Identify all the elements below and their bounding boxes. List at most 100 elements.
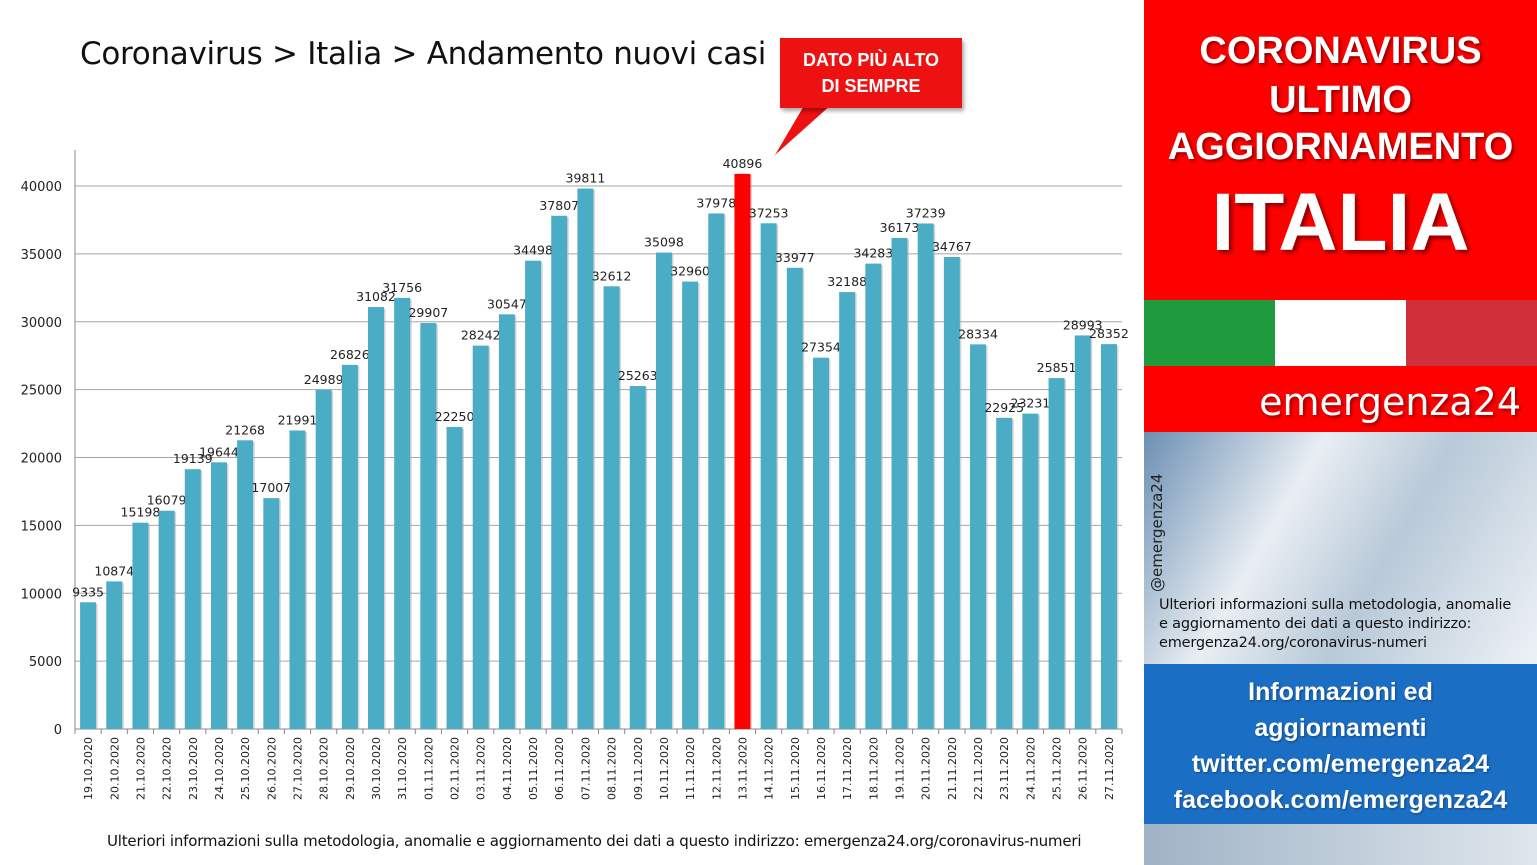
bar [106, 581, 123, 729]
chart-title: Coronavirus > Italia > Andamento nuovi c… [80, 36, 767, 72]
brand-banner: emergenza24 [1144, 366, 1537, 432]
highest-value-callout: DATO PIÙ ALTO DI SEMPRE [780, 38, 962, 108]
bar [368, 307, 385, 729]
bar [551, 215, 568, 730]
x-tick-label: 19.11.2020 [894, 737, 907, 800]
y-tick-label: 30000 [21, 316, 62, 331]
x-tick-label: 13.11.2020 [736, 737, 749, 800]
data-label: 9335 [72, 584, 104, 599]
data-label: 29907 [408, 305, 448, 320]
update-header: CORONAVIRUS ULTIMO AGGIORNAMENTO ITALIA [1144, 0, 1537, 300]
bar [603, 286, 620, 729]
x-tick-label: 20.11.2020 [920, 737, 933, 800]
data-label: 40896 [723, 156, 763, 171]
x-tick-label: 09.11.2020 [632, 737, 645, 800]
x-tick-label: 25.10.2020 [239, 737, 252, 800]
data-label: 37253 [749, 205, 789, 220]
callout-line1: DATO PIÙ ALTO [802, 50, 939, 70]
x-tick-label: 19.10.2020 [82, 737, 95, 800]
x-tick-label: 18.11.2020 [867, 737, 880, 800]
x-tick-label: 11.11.2020 [684, 737, 697, 800]
x-tick-label: 24.10.2020 [213, 737, 226, 800]
data-label: 39811 [566, 171, 606, 186]
bar [132, 522, 149, 729]
data-label: 26826 [330, 347, 370, 362]
panel-methodology-note: Ulteriori informazioni sulla metodologia… [1159, 596, 1529, 653]
x-tick-label: 15.11.2020 [789, 737, 802, 800]
social-handle-text: @emergenza24 [1148, 473, 1166, 592]
x-tick-label: 12.11.2020 [710, 737, 723, 800]
data-label: 30547 [487, 296, 527, 311]
data-label: 32960 [670, 264, 710, 279]
bar [682, 281, 699, 729]
data-label: 19139 [173, 451, 213, 466]
x-tick-label: 31.10.2020 [396, 737, 409, 800]
x-tick-label: 01.11.2020 [422, 737, 435, 800]
callout-line2: DI SEMPRE [821, 76, 921, 96]
bar [865, 263, 882, 729]
bar [498, 314, 515, 729]
data-label: 37807 [539, 198, 579, 213]
data-label: 10874 [94, 563, 134, 578]
data-label: 27354 [801, 340, 841, 355]
x-tick-label: 23.11.2020 [998, 737, 1011, 800]
x-tick-label: 14.11.2020 [763, 737, 776, 800]
flag-red-stripe [1406, 300, 1537, 366]
data-label: 17007 [251, 480, 291, 495]
info-line1: Informazioni ed [1248, 678, 1433, 706]
x-tick-label: 22.11.2020 [972, 737, 985, 800]
right-info-panel: CORONAVIRUS ULTIMO AGGIORNAMENTO ITALIA … [1144, 0, 1537, 865]
x-tick-label: 20.10.2020 [108, 737, 121, 800]
x-tick-label: 27.10.2020 [291, 737, 304, 800]
data-label: 21991 [278, 412, 318, 427]
facebook-link[interactable]: facebook.com/emergenza24 [1173, 786, 1508, 814]
data-label: 21268 [225, 422, 265, 437]
x-tick-label: 26.10.2020 [265, 737, 278, 800]
x-tick-label: 27.11.2020 [1103, 737, 1116, 800]
x-tick-label: 21.11.2020 [946, 737, 959, 800]
info-line2: aggiornamenti [1254, 714, 1427, 742]
bar [263, 498, 280, 729]
data-label: 23231 [1011, 396, 1051, 411]
social-handle: @emergenza24 [1148, 462, 1188, 592]
bar [708, 213, 725, 729]
y-tick-label: 40000 [21, 180, 62, 195]
data-label: 37239 [906, 205, 946, 220]
data-label: 15198 [121, 505, 161, 520]
x-tick-label: 28.10.2020 [318, 737, 331, 800]
brand-name: emergenza24 [1259, 380, 1521, 424]
method-line2: e aggiornamento dei dati a questo indiri… [1159, 616, 1472, 632]
bar [917, 223, 934, 729]
twitter-link[interactable]: twitter.com/emergenza24 [1191, 750, 1490, 778]
method-line3: emergenza24.org/coronavirus-numeri [1159, 635, 1427, 651]
x-tick-label: 02.11.2020 [449, 737, 462, 800]
bar [210, 462, 227, 729]
x-tick-label: 30.10.2020 [370, 737, 383, 800]
bar [80, 602, 97, 729]
data-label: 25851 [1037, 360, 1077, 375]
bar [394, 297, 411, 729]
header-line1: CORONAVIRUS [1199, 30, 1482, 72]
bar [446, 426, 463, 729]
bar [943, 257, 960, 729]
italian-flag [1144, 300, 1537, 366]
bar [1048, 378, 1065, 729]
x-tick-label: 07.11.2020 [579, 737, 592, 800]
y-tick-label: 35000 [21, 248, 62, 263]
bar [315, 389, 332, 729]
data-label: 24989 [304, 372, 344, 387]
bar [786, 267, 803, 729]
method-line1: Ulteriori informazioni sulla metodologia… [1159, 597, 1512, 613]
bar [1074, 335, 1091, 729]
data-label: 35098 [644, 235, 684, 250]
x-tick-label: 22.10.2020 [161, 737, 174, 800]
bar-chart: 0 5000 10000 15000 20000 25000 30000 35000 40000… [21, 150, 1129, 800]
header-line2: ULTIMO [1269, 79, 1412, 121]
x-tick-label: 25.11.2020 [1051, 737, 1064, 800]
data-label: 22250 [435, 409, 475, 424]
y-tick-label: 15000 [21, 519, 62, 534]
bar [996, 417, 1013, 729]
data-label: 16079 [147, 493, 187, 508]
footer-methodology-note: Ulteriori informazioni sulla metodologia… [107, 832, 1082, 850]
bar [760, 223, 777, 729]
